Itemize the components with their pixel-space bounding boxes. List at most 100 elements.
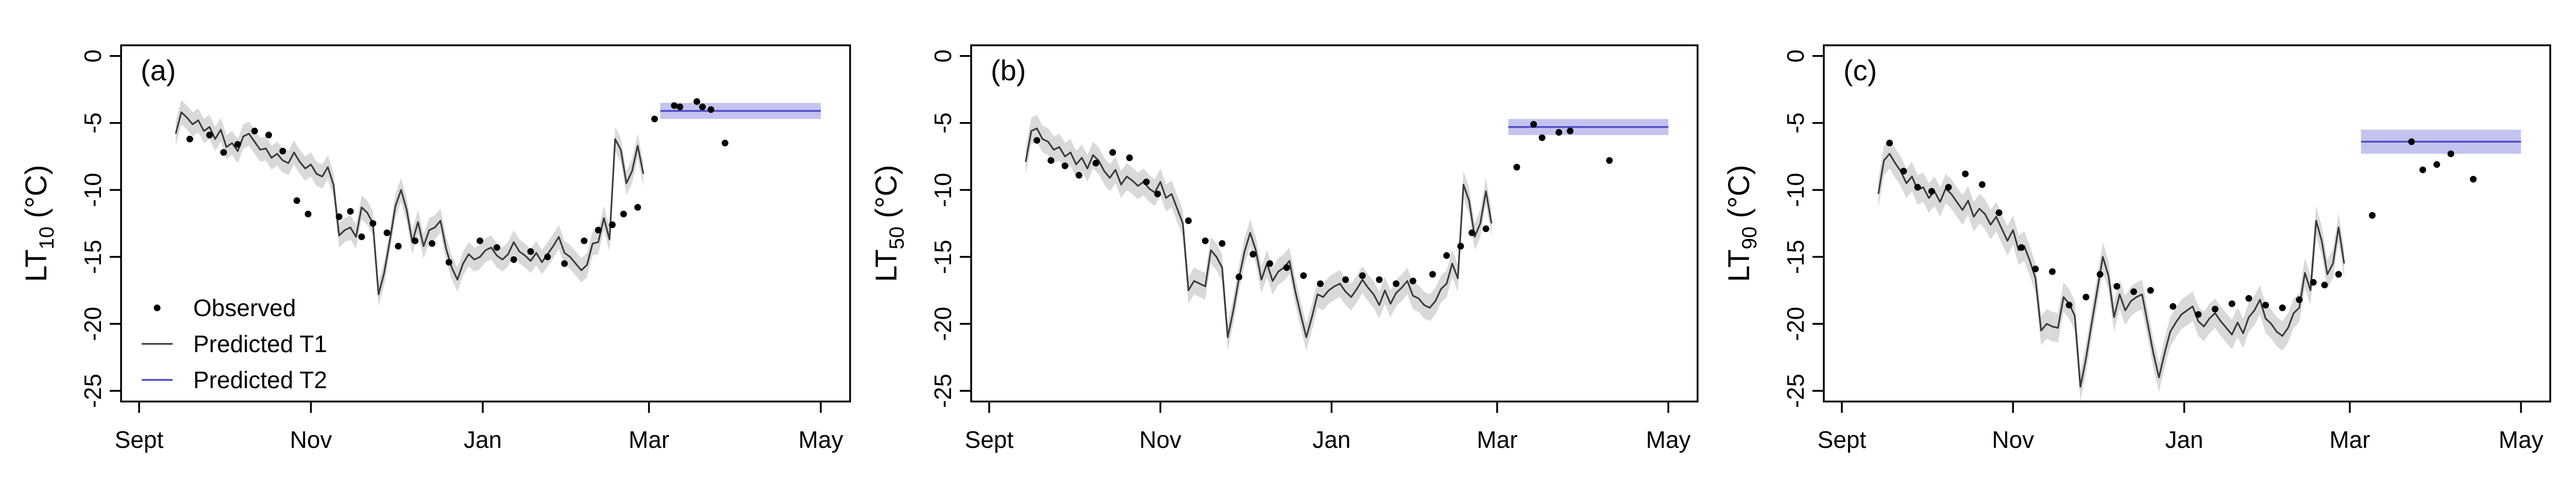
observed-point [2245, 295, 2252, 302]
observed-point [186, 135, 193, 143]
y-tick-label: -25 [929, 374, 956, 408]
y-axis-title-unit: (°C) [1722, 165, 1756, 226]
y-axis-title-unit: (°C) [20, 165, 53, 226]
observed-point [2369, 212, 2376, 219]
observed-point [2433, 161, 2441, 168]
observed-point [595, 226, 602, 234]
y-tick-label: -15 [79, 240, 106, 274]
x-tick-label: Mar [629, 426, 669, 453]
observed-point [412, 237, 419, 245]
observed-point [2065, 302, 2073, 309]
plot-frame [970, 44, 1699, 403]
y-tick-label: -15 [1782, 240, 1809, 274]
observed-point [2408, 138, 2415, 145]
observed-point [2113, 283, 2121, 290]
observed-point [2018, 244, 2025, 251]
observed-point [1914, 184, 1921, 191]
observed-point [1995, 209, 2003, 216]
observed-point [1266, 260, 1274, 267]
observed-point [1945, 184, 1952, 191]
observed-point [395, 242, 402, 250]
observed-point [609, 221, 616, 229]
observed-point [693, 98, 701, 105]
plot-frame [120, 44, 851, 403]
observed-point [1410, 277, 1417, 285]
observed-point [699, 103, 706, 111]
y-axis-title-main: LT [1722, 249, 1756, 282]
t1-confidence-band [1878, 139, 2345, 402]
observed-point [634, 204, 641, 211]
x-tick-label: May [1646, 426, 1691, 453]
observed-point [369, 220, 377, 227]
y-tick-label: -5 [1782, 112, 1809, 133]
observed-point [2228, 300, 2235, 307]
x-tick-label: Nov [1139, 426, 1181, 453]
observed-point [2335, 271, 2342, 278]
observed-point [1606, 157, 1613, 164]
observed-point [2082, 293, 2090, 301]
observed-point [2049, 268, 2056, 275]
y-axis-title-subscript: 10 [36, 226, 58, 250]
observed-point [1900, 168, 1907, 175]
observed-point [493, 244, 500, 251]
y-axis-title: LT90 (°C) [1722, 165, 1761, 282]
observed-point [651, 115, 658, 123]
y-tick-label: -10 [1782, 173, 1809, 207]
legend: Observed Predicted T1 Predicted T2 [142, 294, 327, 393]
observed-point [2310, 278, 2317, 286]
x-tick-label: Sept [1818, 426, 1867, 453]
observed-point [1201, 237, 1209, 245]
panel-label: (b) [991, 54, 1026, 86]
observed-point [1300, 272, 1307, 279]
observed-point [2447, 150, 2454, 158]
x-tick-label: May [799, 426, 843, 453]
observed-point [2211, 305, 2218, 312]
y-axis-title-main: LT [20, 249, 53, 282]
observed-point [1075, 171, 1082, 179]
plot-frame [1823, 44, 2551, 403]
t1-confidence-band [1025, 115, 1492, 351]
observed-point [304, 211, 312, 218]
x-tick-label: Jan [1312, 426, 1350, 453]
observed-point [2096, 271, 2104, 278]
x-tick-label: Jan [2165, 426, 2203, 453]
observed-point [1154, 190, 1161, 198]
y-axis-title-subscript: 90 [1738, 226, 1761, 250]
y-tick-label: -5 [929, 112, 956, 133]
y-tick-label: -25 [79, 374, 106, 408]
observed-point [2296, 296, 2303, 303]
observed-point [1283, 264, 1290, 271]
observed-point [2195, 311, 2202, 318]
legend-observed-marker [154, 304, 161, 311]
observed-point [1978, 181, 1986, 188]
observed-point [1092, 160, 1099, 167]
observed-point [234, 141, 241, 148]
x-tick-label: May [2499, 426, 2544, 453]
observed-point [206, 131, 213, 138]
observed-point [1047, 157, 1055, 164]
y-tick-label: -25 [1782, 374, 1809, 408]
chart-panel-2: 0 -5 -10 -15 -20 -25 Sept Nov Jan Mar May LT50 (°C)… [870, 44, 1699, 453]
y-tick-label: -10 [929, 173, 956, 207]
panel-label: (c) [1843, 54, 1877, 86]
x-tick-label: Sept [965, 426, 1014, 453]
observed-point [2279, 304, 2286, 311]
y-tick-label: 0 [79, 49, 106, 63]
observed-point [1555, 129, 1563, 136]
observed-point [561, 260, 568, 267]
x-tick-label: Mar [2329, 426, 2370, 453]
y-tick-label: 0 [1782, 49, 1809, 63]
x-tick-label: Nov [290, 426, 332, 453]
y-tick-label: -5 [79, 112, 106, 133]
observed-point [1429, 271, 1436, 278]
observed-point [477, 237, 484, 245]
y-tick-label: -15 [929, 240, 956, 274]
t1-confidence-band [176, 100, 643, 307]
observed-point [1126, 154, 1133, 162]
observed-point [2321, 282, 2328, 289]
observed-point [335, 213, 343, 220]
observed-point [671, 102, 678, 109]
y-tick-label: -20 [929, 307, 956, 341]
observed-point [544, 253, 551, 260]
observed-point [1109, 149, 1116, 156]
